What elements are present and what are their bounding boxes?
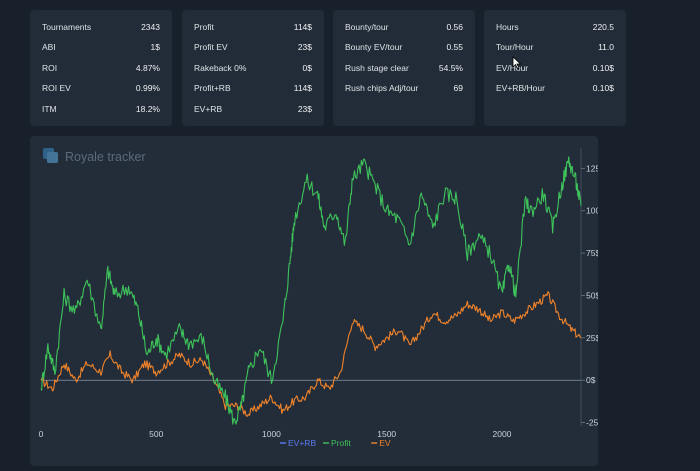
stat-rush-chips: Rush chips Adj/tour 69 (333, 81, 475, 95)
stats-panel-1: Tournaments 2343 ABI 1$ ROI 4.87% ROI EV 0.9… (30, 10, 172, 126)
stat-value: 0$ (302, 63, 312, 73)
y-tick-label: 75$ (586, 248, 598, 258)
stat-value: 114$ (293, 22, 312, 32)
stat-bounty-tour: Bounty/tour 0.56 (333, 20, 475, 34)
stat-value: 114$ (293, 83, 312, 93)
stat-label: ITM (42, 104, 57, 114)
profit-series-line (40, 156, 582, 425)
stat-label: Rush chips Adj/tour (345, 83, 419, 93)
stat-label: EV/Hour (496, 63, 529, 73)
x-tick-label: 0 (39, 429, 44, 439)
stat-roi: ROI 4.87% (30, 61, 172, 75)
stat-ev-hour: EV/Hour 0.10$ (484, 61, 626, 75)
stat-profit: Profit 114$ (182, 20, 324, 34)
stat-label: ROI (42, 63, 58, 73)
stat-value: 54.5% (438, 63, 463, 73)
stat-label: Bounty EV/tour (345, 42, 403, 52)
y-tick-label: -25$ (586, 418, 598, 428)
y-tick-label: 0$ (586, 375, 596, 385)
stat-label: Rakeback 0% (194, 63, 247, 73)
stat-itm: ITM 18.2% (30, 102, 172, 116)
stat-tour-hour: Tour/Hour 11.0 (484, 40, 626, 54)
legend-label-profit: Profit (331, 438, 351, 448)
stat-profit-ev: Profit EV 23$ (182, 40, 324, 54)
stat-ev-rb: EV+RB 23$ (182, 102, 324, 116)
stat-value: 0.56 (446, 22, 463, 32)
stat-value: 0.10$ (592, 63, 614, 73)
stat-label: Bounty/tour (345, 22, 389, 32)
stat-value: 0.55 (446, 42, 463, 52)
stat-label: Hours (496, 22, 519, 32)
chart-title: Royale tracker (65, 150, 146, 164)
stat-label: Tournaments (42, 22, 92, 32)
stat-hours: Hours 220.5 (484, 20, 626, 34)
stat-label: Rush stage clear (345, 63, 409, 73)
stat-value: 11.0 (598, 42, 614, 52)
stat-label: Profit (194, 22, 214, 32)
x-tick-label: 500 (149, 429, 163, 439)
stat-label: Tour/Hour (496, 42, 534, 52)
stat-value: 23$ (297, 42, 312, 52)
stats-panel-2: Profit 114$ Profit EV 23$ Rakeback 0% 0$ Pr… (182, 10, 324, 126)
stat-label: ROI EV (42, 83, 71, 93)
chart-panel: Royale tracker -25$ 0$ 25$ 50$ 75$ 100$ 125$ 0 5… (30, 136, 605, 466)
ev-series-line (40, 291, 582, 417)
stat-abi: ABI 1$ (30, 40, 172, 54)
stat-value: 18.2% (135, 104, 160, 114)
stat-value: 0.10$ (592, 83, 614, 93)
stat-label: Profit EV (194, 42, 228, 52)
stat-tournaments: Tournaments 2343 (30, 20, 172, 34)
stats-panel-4: Hours 220.5 Tour/Hour 11.0 EV/Hour 0.10$ EV… (484, 10, 626, 126)
x-tick-label: 2000 (492, 429, 511, 439)
x-tick-label: 1500 (377, 429, 396, 439)
stat-bounty-ev-tour: Bounty EV/tour 0.55 (333, 40, 475, 54)
royale-tracker-logo-icon (43, 148, 58, 163)
stat-roi-ev: ROI EV 0.99% (30, 81, 172, 95)
profit-ev-line-chart: Royale tracker -25$ 0$ 25$ 50$ 75$ 100$ 125$ 0 5… (39, 148, 605, 448)
mouse-cursor-icon (512, 56, 522, 70)
y-tick-label: 125$ (586, 163, 598, 173)
stat-rakeback: Rakeback 0% 0$ (182, 61, 324, 75)
stat-value: 2343 (141, 22, 160, 32)
stat-label: EV+RB (194, 104, 223, 114)
y-tick-label: 100$ (586, 206, 598, 216)
stat-rush-stage-clear: Rush stage clear 54.5% (333, 61, 475, 75)
x-tick-label: 1000 (262, 429, 281, 439)
stats-panel-3: Bounty/tour 0.56 Bounty EV/tour 0.55 Rush … (333, 10, 475, 126)
stat-value: 23$ (297, 104, 312, 114)
stat-value: 4.87% (135, 63, 160, 73)
stat-label: ABI (42, 42, 56, 52)
stat-label: EV+RB/Hour (496, 83, 545, 93)
y-tick-label: 50$ (586, 290, 598, 300)
stat-label: Profit+RB (194, 83, 231, 93)
stat-ev-rb-hour: EV+RB/Hour 0.10$ (484, 81, 626, 95)
stat-value: 69 (453, 83, 463, 93)
legend-label-ev-rb: EV+RB (288, 438, 316, 448)
stat-value: 220.5 (592, 22, 614, 32)
stat-profit-rb: Profit+RB 114$ (182, 81, 324, 95)
legend-label-ev: EV (379, 438, 391, 448)
stat-value: 1$ (150, 42, 160, 52)
y-tick-label: 25$ (586, 333, 598, 343)
stat-value: 0.99% (135, 83, 160, 93)
